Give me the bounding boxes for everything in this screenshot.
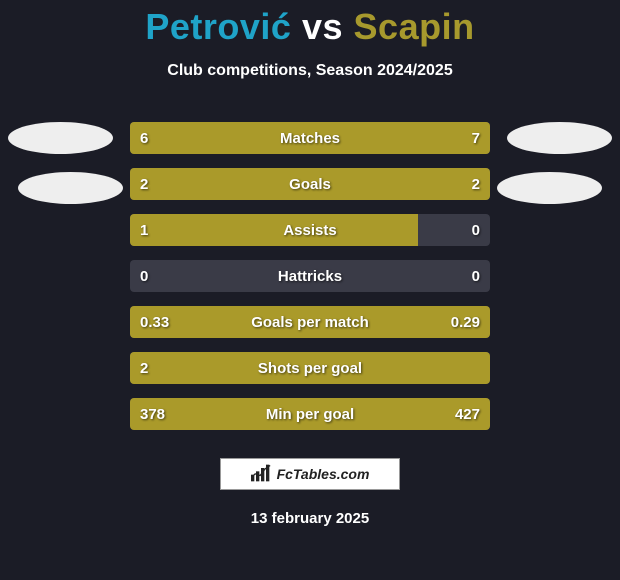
stat-row: 22Goals — [130, 168, 490, 200]
stats-area: 67Matches22Goals10Assists00Hattricks0.33… — [0, 122, 620, 430]
stat-value-right: 0 — [462, 260, 490, 292]
stat-value-right: 2 — [462, 168, 490, 200]
subtitle: Club competitions, Season 2024/2025 — [167, 62, 452, 80]
brand-label: FcTables.com — [277, 466, 370, 482]
comparison-graphic: Petrović vs Scapin Club competitions, Se… — [0, 0, 620, 580]
stat-row: 2Shots per goal — [130, 352, 490, 384]
stat-value-right: 7 — [462, 122, 490, 154]
club-badge-right-2 — [497, 172, 602, 204]
stat-value-right: 0.29 — [441, 306, 490, 338]
stat-value-left: 0 — [130, 260, 158, 292]
club-badge-left-2 — [18, 172, 123, 204]
stat-row: 0.330.29Goals per match — [130, 306, 490, 338]
stat-value-left: 0.33 — [130, 306, 179, 338]
stat-value-right: 427 — [445, 398, 490, 430]
stat-value-left: 1 — [130, 214, 158, 246]
stat-label: Hattricks — [130, 260, 490, 292]
stat-value-left: 2 — [130, 168, 158, 200]
stat-row: 10Assists — [130, 214, 490, 246]
stat-row: 378427Min per goal — [130, 398, 490, 430]
club-badge-right-1 — [507, 122, 612, 154]
footer-date: 13 february 2025 — [251, 510, 369, 527]
player2-name: Scapin — [354, 6, 475, 47]
brand-badge: FcTables.com — [220, 458, 400, 490]
page-title: Petrović vs Scapin — [145, 6, 474, 48]
stat-row: 0 0Hattricks — [130, 260, 490, 292]
stats-bars: 67Matches22Goals10Assists00Hattricks0.33… — [130, 122, 490, 430]
stat-value-left: 2 — [130, 352, 158, 384]
stat-fill-left — [130, 352, 490, 384]
stat-value-right — [470, 352, 490, 384]
stat-value-left: 6 — [130, 122, 158, 154]
stat-value-left: 378 — [130, 398, 175, 430]
stat-row: 67Matches — [130, 122, 490, 154]
chart-icon — [251, 464, 271, 485]
stat-fill-left — [130, 214, 418, 246]
player1-name: Petrović — [145, 6, 291, 47]
stat-value-right: 0 — [462, 214, 490, 246]
club-badge-left-1 — [8, 122, 113, 154]
vs-text: vs — [302, 6, 343, 47]
